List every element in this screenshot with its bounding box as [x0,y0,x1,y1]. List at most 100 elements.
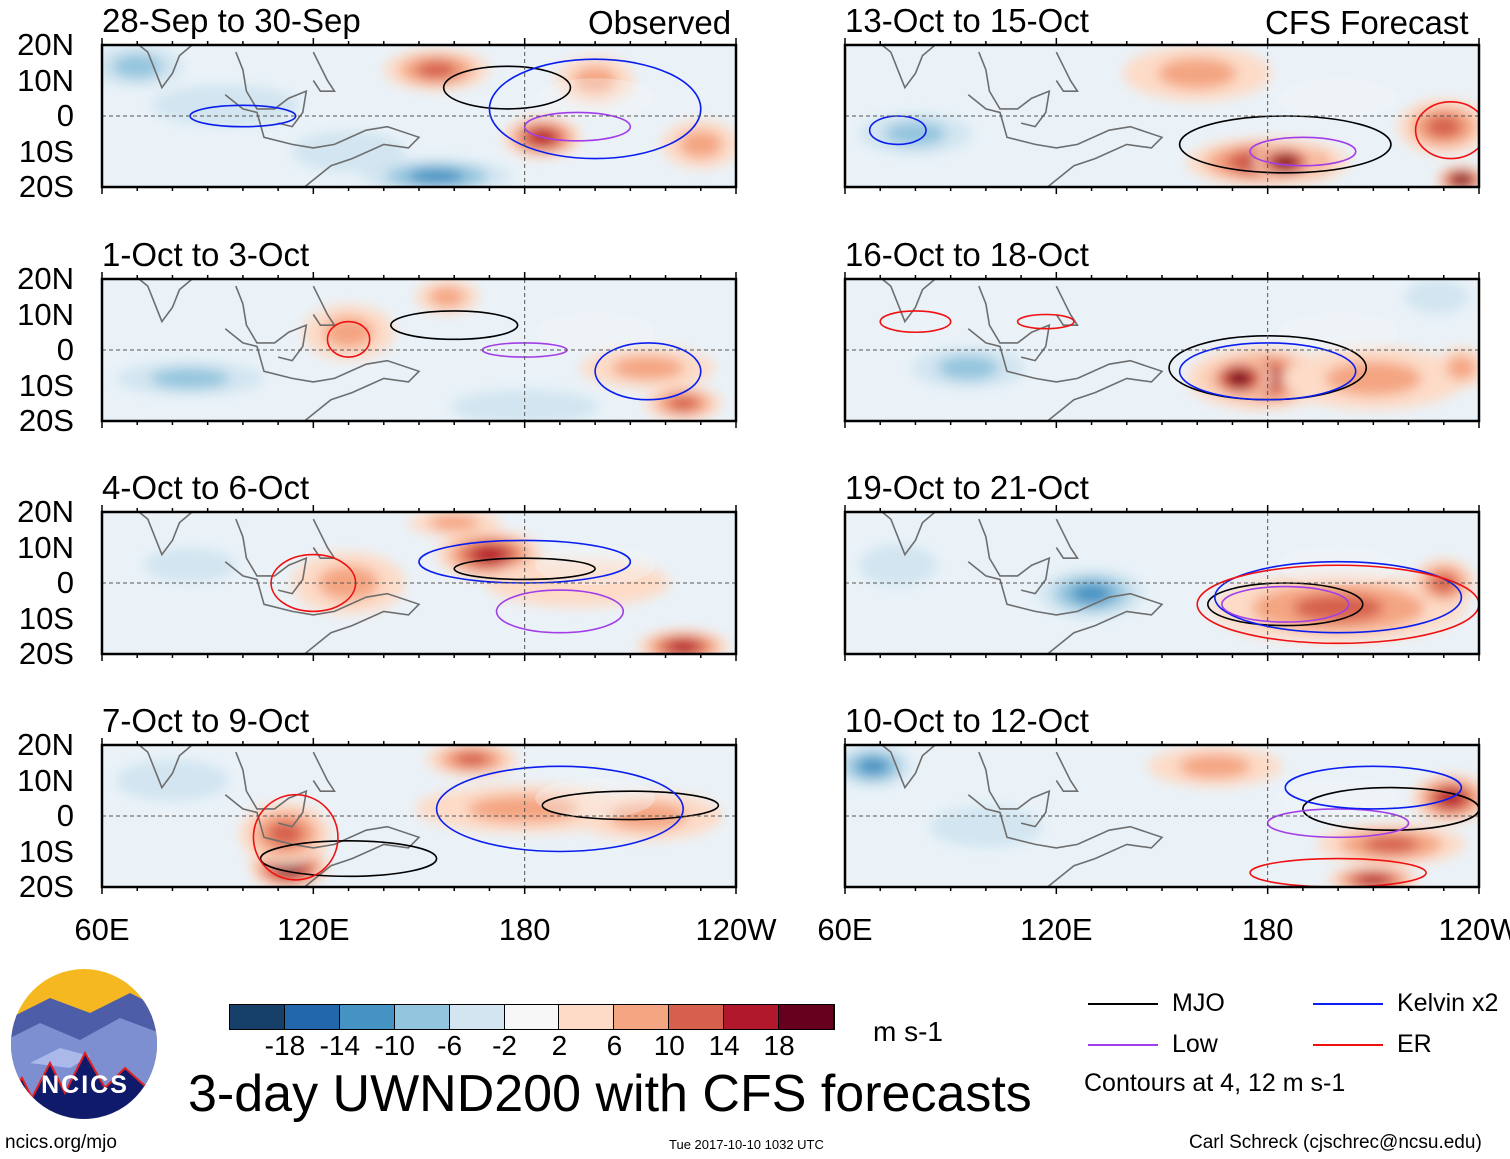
anomaly-blob [1278,78,1399,119]
anomaly-blob [1325,361,1422,396]
y-tick-label: 20N [17,27,74,62]
anomaly-blob [679,130,723,159]
legend-label: Low [1172,1030,1218,1058]
legend-line-mjo [1088,1003,1158,1005]
y-tick-label: 10N [17,62,74,98]
anomaly-blob [485,558,670,608]
y-tick-label: 0 [56,98,74,133]
coastline [137,45,194,90]
colorbar-segment [504,1005,560,1029]
coastline [880,745,937,790]
contour-er [252,793,339,881]
colorbar-segment [394,1005,450,1029]
colorbar-segment [614,1005,670,1029]
y-tick-label: 10S [18,833,74,869]
anomaly-blob [1404,279,1469,314]
anomaly-blob [535,778,656,819]
x-tick-label: 180 [498,912,551,947]
x-tick-label: 60E [817,912,873,947]
anomaly-blob [1229,371,1250,385]
y-tick-label: 10S [18,367,74,403]
legend-line-er [1313,1044,1383,1046]
colorbar-label: -10 [374,1030,415,1061]
contour-kelvin [594,342,702,401]
contour-mjo [1206,582,1364,627]
coastline [312,51,336,92]
contour-er [879,310,952,334]
coastline [312,751,336,792]
coastline [978,51,1051,128]
contour-mjo [541,790,720,821]
contour-kelvin [1284,765,1463,810]
anomaly-blob [453,751,490,767]
colorbar-label: 2 [551,1030,568,1061]
x-tick-label: 120E [1020,912,1093,947]
x-tick-label: 120E [277,912,350,947]
coastline [978,285,1051,362]
anomaly-blob [112,54,163,79]
colorbar-segment [230,1005,285,1029]
coastline [224,94,421,187]
contour-low [523,111,632,142]
colorbar-units: m s-1 [873,1016,943,1047]
contour-note: Contours at 4, 12 m s-1 [1084,1069,1346,1097]
anomaly-blob [535,312,656,353]
footer-author: Carl Schreck (cjschrec@ncsu.edu) [1189,1132,1482,1153]
footer-timestamp: Tue 2017-10-10 1032 UTC [669,1137,824,1152]
anomaly-blob [668,640,698,654]
coastline [978,518,1051,595]
y-tick-label: 20N [17,261,74,296]
anomaly-blob [667,395,699,411]
coastline [880,45,937,90]
y-tick-label: 20N [17,727,74,762]
contour-low [1249,136,1357,167]
x-tick-label: 120W [695,912,777,947]
anomaly-blob [1071,583,1112,604]
panel-title: 10-Oct to 12-Oct [845,702,1089,739]
contour-mjo [1178,115,1392,174]
anomaly-blob [608,802,688,830]
legend-label: ER [1397,1030,1432,1058]
coastline [1055,518,1079,559]
contour-mjo [442,65,572,110]
map-panel [100,272,738,428]
colorbar-segment [559,1005,615,1029]
panel-title: 13-Oct to 15-Oct [845,2,1089,39]
y-tick-label: 0 [56,332,74,367]
contour-er [1249,857,1427,887]
contour-kelvin [1214,560,1463,634]
y-tick-label: 20S [18,169,74,204]
contour-er [326,320,371,358]
coastline [137,745,194,790]
panel-title: 7-Oct to 9-Oct [102,702,310,739]
anomaly-blob [1179,754,1251,779]
panel-title: 28-Sep to 30-Sep [102,2,361,39]
colorbar-label: 10 [653,1030,685,1061]
panel-title: 16-Oct to 18-Oct [845,236,1089,273]
y-tick-label: 20S [18,636,74,671]
colorbar-label: -6 [437,1030,463,1061]
colorbar-segment [724,1005,780,1029]
coastline [967,328,1164,421]
anomaly-blob [1278,312,1399,353]
y-tick-label: 10S [18,133,74,169]
contour-mjo [453,557,596,581]
y-tick-label: 20S [18,869,74,904]
anomaly-blob [937,355,999,380]
map-panel [843,272,1481,428]
map-panel [843,505,1481,661]
contour-low [495,589,625,634]
coastline [235,518,308,595]
legend-label: Kelvin x2 [1397,989,1499,1017]
colorbar-segment [669,1005,725,1029]
anomaly-blob [1453,174,1470,186]
coastline [967,561,1164,654]
anomaly-blob [115,759,230,802]
map-panel [100,38,738,194]
panel-title: 1-Oct to 3-Oct [102,236,310,273]
contour-er [1016,313,1075,330]
coastline [224,794,421,887]
x-tick-label: 120W [1438,912,1510,947]
footer-url[interactable]: ncics.org/mjo [5,1132,117,1153]
y-tick-label: 20N [17,494,74,529]
